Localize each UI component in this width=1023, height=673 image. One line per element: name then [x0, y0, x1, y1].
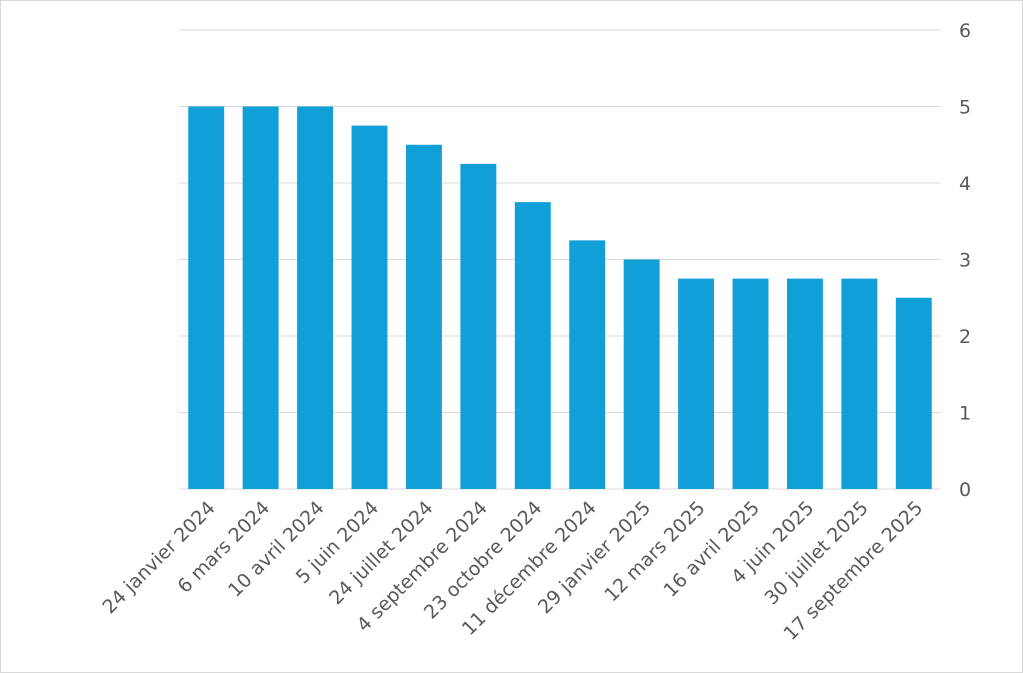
y-tick-label: 1 [959, 403, 971, 425]
bar [242, 106, 279, 489]
bar [297, 106, 334, 489]
y-tick-label: 5 [959, 97, 971, 119]
bar [514, 202, 551, 489]
x-tick-label: 16 avril 2025 [659, 497, 764, 602]
bar [732, 278, 769, 489]
y-tick-label: 2 [959, 326, 971, 348]
bar [569, 240, 606, 489]
bar [351, 125, 388, 489]
y-tick-label: 6 [959, 20, 971, 42]
y-tick-label: 0 [959, 479, 971, 501]
bar [405, 144, 442, 489]
bar [786, 278, 823, 489]
x-tick-label: 10 avril 2024 [224, 497, 329, 602]
bar [460, 163, 497, 489]
y-tick-label: 4 [959, 173, 971, 195]
bar [895, 297, 932, 489]
gridlines [179, 29, 941, 490]
y-tick-label: 3 [959, 250, 971, 272]
bars [188, 106, 932, 489]
y-axis-tick-labels: 0 1 2 3 4 5 6 [959, 20, 971, 501]
bar [188, 106, 225, 489]
bar [841, 278, 878, 489]
bar [623, 259, 660, 489]
bar [678, 278, 715, 489]
